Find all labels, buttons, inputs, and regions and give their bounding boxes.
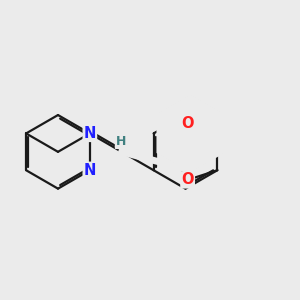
Polygon shape bbox=[158, 97, 222, 170]
Text: O: O bbox=[182, 172, 194, 188]
Text: H: H bbox=[116, 135, 126, 148]
Text: O: O bbox=[182, 116, 194, 131]
Text: N: N bbox=[84, 126, 96, 141]
Text: N: N bbox=[84, 163, 96, 178]
